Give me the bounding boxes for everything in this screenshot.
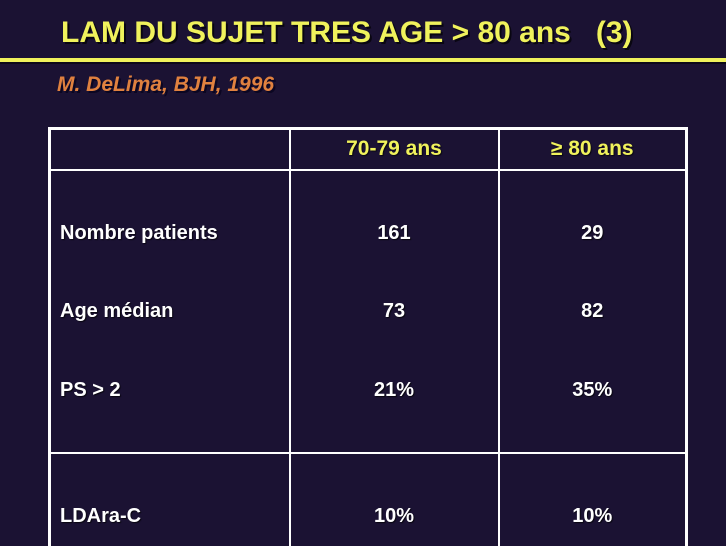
ldara-c-70-79: 10% (373, 505, 415, 527)
ps-gt2-label: PS > 2 (60, 378, 121, 401)
nombre-patients-label: Nombre patients (60, 221, 218, 244)
patients-values-70-79-cell: 161 73 21% (288, 168, 500, 454)
nombre-patients-80: 29 (581, 221, 604, 244)
patients-characteristics-row: Nombre patients Age médian PS > 2 161 73… (48, 168, 688, 454)
header-col-70-79-ans: 70-79 ans (288, 127, 500, 171)
age-median-label: Age médian (60, 300, 174, 322)
table-header-row: 70-79 ans ≥ 80 ans (48, 127, 688, 171)
header-empty-cell (48, 127, 291, 171)
patients-labels-cell: Nombre patients Age médian PS > 2 (48, 168, 291, 454)
title-underline-rule (0, 58, 726, 62)
treatment-section-row: LDAra-C Ara-C standard HDAra-C 10% 21% 6… (48, 452, 688, 546)
ps-gt2-70-79: 21% (373, 378, 415, 401)
ldara-c-80: 10% (572, 505, 613, 527)
ps-gt2-80: 35% (572, 378, 613, 401)
ldara-c-label: LDAra-C (60, 505, 142, 527)
age-median-70-79: 73 (382, 300, 406, 322)
citation-reference: M. DeLima, BJH, 1996 (57, 73, 275, 96)
results-table: 70-79 ans ≥ 80 ans Nombre patients Age m… (48, 127, 688, 546)
age-median-80: 82 (581, 300, 604, 322)
slide-title: LAM DU SUJET TRES AGE > 80 ans (3) (61, 16, 633, 49)
header-col-ge-80-ans: ≥ 80 ans (497, 127, 688, 171)
treatment-values-70-79-cell: 10% 21% 69% (288, 452, 500, 546)
treatment-values-80-cell: 10% 7% 83% (497, 452, 688, 546)
treatment-labels-cell: LDAra-C Ara-C standard HDAra-C (48, 452, 291, 546)
nombre-patients-70-79: 161 (377, 221, 411, 244)
patients-values-80-cell: 29 82 35% (497, 168, 688, 454)
